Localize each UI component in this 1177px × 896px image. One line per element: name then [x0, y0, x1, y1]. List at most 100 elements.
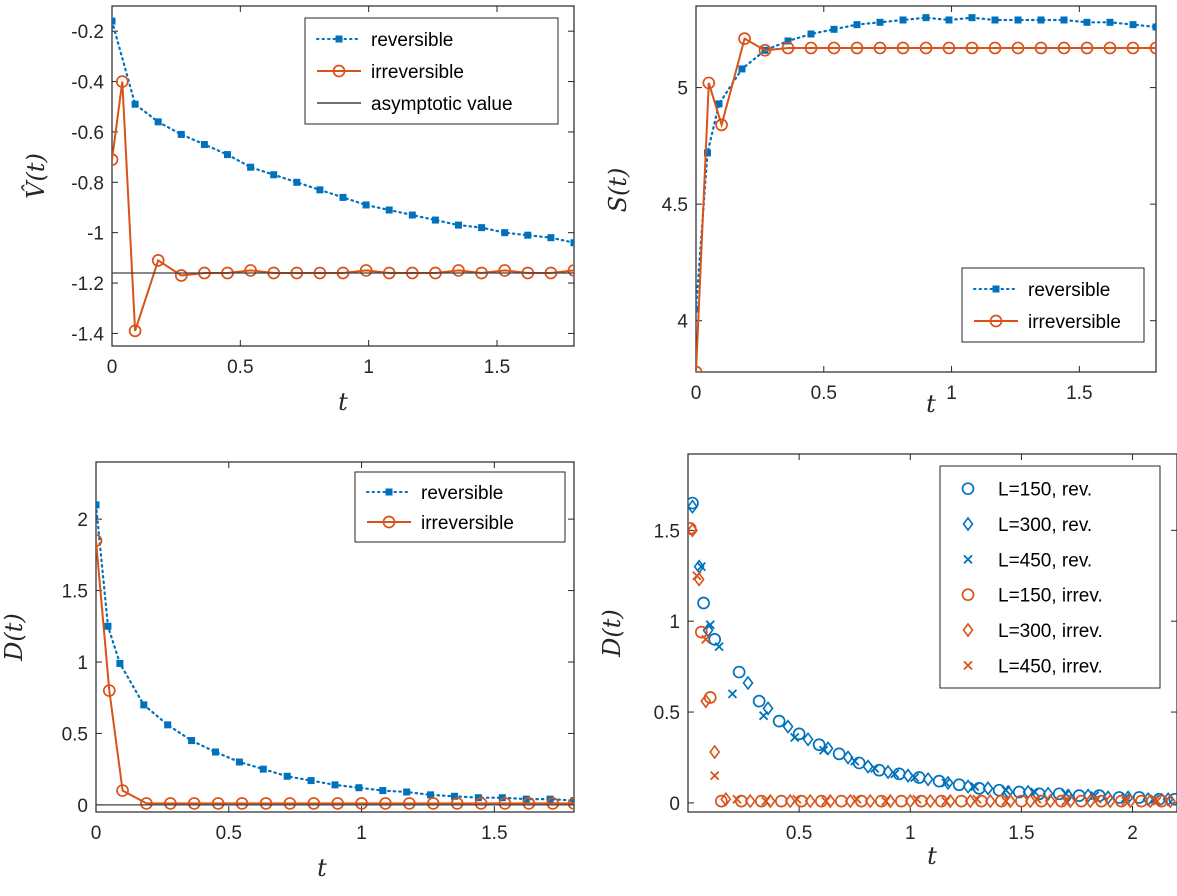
- x-tick-label: 1.5: [1008, 823, 1034, 844]
- legend-box: [939, 465, 1161, 689]
- data-point: [128, 324, 142, 338]
- data-point: [710, 771, 720, 781]
- data-point: [1014, 16, 1022, 24]
- data-point: [1149, 41, 1156, 55]
- data-point: [116, 659, 124, 667]
- legend-marker: [963, 554, 973, 564]
- data-point: [804, 793, 816, 809]
- data-point: [1144, 793, 1156, 809]
- data-point: [307, 797, 321, 810]
- data-point: [259, 765, 267, 773]
- panel-4: 0.5 1 1.5 2 1.5 1 0.5 0 t D(t) L=150, rev. L=300, r…: [598, 453, 1177, 870]
- data-point: [752, 694, 766, 708]
- data-point: [408, 211, 416, 219]
- y-axis-label: D(t): [0, 613, 28, 662]
- data-point: [965, 41, 979, 55]
- data-point: [942, 41, 956, 55]
- y-tick-label: -0.4: [71, 73, 104, 94]
- data-point: [293, 178, 301, 186]
- data-point: [1168, 792, 1177, 806]
- data-point: [112, 17, 116, 25]
- legend-marker: [962, 622, 974, 638]
- data-point: [359, 264, 373, 277]
- y-tick-label: -1.4: [71, 324, 104, 345]
- data-point: [802, 731, 814, 747]
- x-tick-label: 1.5: [484, 357, 510, 378]
- data-point: [96, 501, 100, 509]
- data-point: [899, 16, 907, 24]
- data-point: [164, 797, 177, 810]
- data-point: [964, 793, 976, 809]
- data-point: [688, 496, 699, 510]
- data-point: [116, 784, 129, 797]
- plot-series-group: [96, 501, 574, 810]
- data-point: [715, 100, 723, 108]
- panel-1: 0 0.5 1 1.5 -0.2 -0.4 -0.6 -0.8 -1 -1.2 -1.4 t V̂(t)…: [22, 5, 575, 416]
- data-point: [174, 269, 188, 282]
- data-point: [355, 784, 363, 792]
- data-point: [890, 769, 900, 779]
- legend-box: [961, 267, 1145, 343]
- data-point: [955, 794, 968, 808]
- data-point: [896, 41, 910, 55]
- data-point: [772, 714, 786, 728]
- x-tick-label: 0.5: [786, 823, 812, 844]
- data-point: [140, 701, 148, 709]
- data-point: [761, 796, 771, 806]
- x-tick-label: 1: [363, 357, 374, 378]
- data-point: [715, 118, 728, 132]
- y-axis-label: D(t): [598, 609, 626, 658]
- x-tick-label: 0: [91, 823, 102, 844]
- data-point: [1001, 796, 1011, 806]
- data-point: [941, 778, 951, 788]
- data-point: [385, 206, 393, 214]
- data-point: [570, 797, 574, 805]
- data-point: [945, 16, 953, 24]
- data-point: [807, 30, 815, 38]
- data-point: [830, 25, 838, 33]
- data-point: [732, 665, 746, 679]
- legend-label: L=300, irrev.: [998, 621, 1103, 642]
- data-point: [852, 794, 862, 804]
- legend: reversible irreversible: [961, 267, 1145, 343]
- legend-marker: [335, 35, 343, 43]
- x-tick-label: 0.5: [811, 383, 837, 404]
- data-point: [970, 781, 980, 792]
- panel-2: 0 0.5 1 1.5 5 4.5 4 t S(t) reversible irreversible: [604, 5, 1157, 418]
- legend-label: irreversible: [371, 62, 464, 83]
- legend-label: irreversible: [1028, 312, 1121, 333]
- legend-marker: [989, 314, 1003, 328]
- data-point: [1129, 21, 1137, 29]
- data-point: [379, 797, 392, 810]
- data-point: [283, 772, 291, 780]
- data-point: [474, 797, 488, 810]
- plot-series-group: [112, 17, 574, 338]
- data-point: [177, 130, 185, 138]
- data-point: [881, 796, 891, 806]
- data-point: [522, 797, 536, 810]
- legend-marker: [992, 285, 1000, 293]
- legend-label: irreversible: [421, 513, 514, 534]
- data-point: [850, 756, 860, 766]
- y-tick-label: 2: [77, 510, 88, 531]
- data-point: [1084, 793, 1096, 809]
- data-point: [758, 711, 769, 721]
- data-point: [1042, 786, 1054, 802]
- legend-marker: [963, 660, 973, 670]
- data-point: [1083, 18, 1091, 26]
- data-point: [988, 41, 1002, 55]
- data-point: [818, 745, 829, 755]
- legend-marker: [382, 515, 396, 529]
- data-point: [895, 794, 908, 808]
- data-point: [115, 75, 129, 88]
- data-point: [704, 149, 711, 157]
- data-point: [720, 791, 732, 807]
- legend-label: reversible: [1028, 280, 1110, 301]
- y-tick-label: 1: [669, 612, 680, 633]
- data-point: [762, 701, 774, 716]
- data-point: [792, 794, 802, 804]
- data-point: [501, 229, 509, 237]
- data-point: [478, 224, 486, 232]
- data-point: [922, 771, 934, 787]
